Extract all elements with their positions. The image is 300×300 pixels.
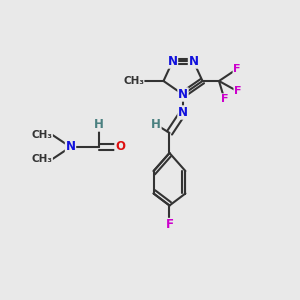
Text: F: F	[221, 94, 228, 104]
Text: N: N	[188, 55, 199, 68]
Text: H: H	[151, 118, 161, 131]
Text: N: N	[65, 140, 76, 154]
Text: N: N	[178, 88, 188, 101]
Text: O: O	[115, 140, 125, 154]
Text: N: N	[167, 55, 178, 68]
Text: N: N	[178, 106, 188, 119]
Text: F: F	[166, 218, 173, 232]
Text: H: H	[94, 118, 104, 131]
Text: CH₃: CH₃	[123, 76, 144, 86]
Text: CH₃: CH₃	[32, 154, 52, 164]
Text: F: F	[234, 86, 242, 97]
Text: CH₃: CH₃	[32, 130, 52, 140]
Text: F: F	[233, 64, 241, 74]
